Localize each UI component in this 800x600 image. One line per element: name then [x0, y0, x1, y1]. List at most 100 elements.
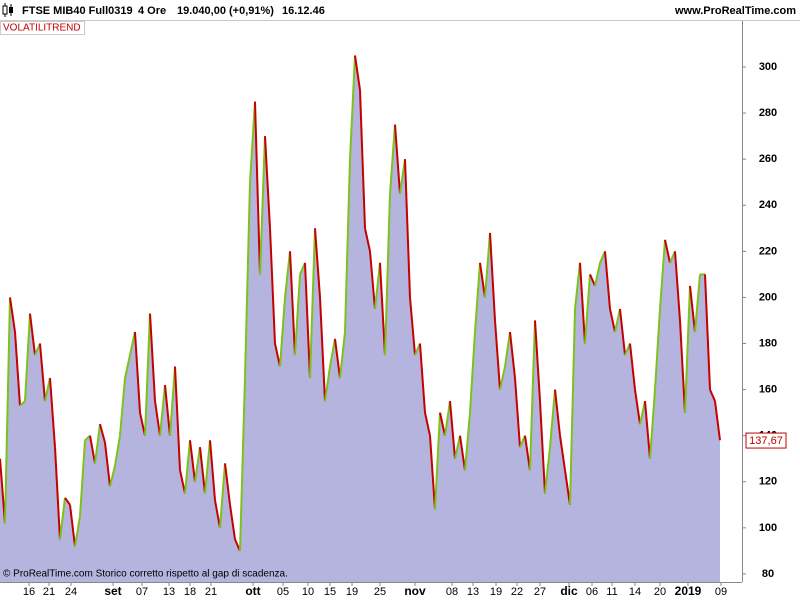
line-segment [189, 440, 196, 482]
line-segment [199, 447, 206, 494]
line-segment [649, 389, 656, 459]
line-segment [79, 440, 86, 517]
line-segment [514, 378, 521, 448]
x-tick-label: 2019 [675, 584, 702, 598]
footer: © ProRealTime.com Storico corretto rispe… [3, 569, 288, 580]
y-tick-label: 120 [759, 476, 777, 488]
line-segment [469, 331, 476, 413]
line-segment [29, 313, 36, 356]
line-segment [399, 159, 406, 194]
line-segment [204, 440, 211, 494]
line-segment [479, 262, 486, 298]
line-segment [264, 136, 271, 229]
line-segment [174, 366, 181, 471]
line-segment [364, 228, 371, 252]
line-segment [544, 447, 551, 494]
line-segment [494, 320, 501, 390]
line-segment [579, 262, 586, 344]
line-segment [354, 55, 361, 91]
line-segment [334, 338, 341, 379]
line-segment [374, 262, 381, 310]
line-segment [644, 401, 651, 459]
line-segment [384, 193, 391, 356]
line-segment [289, 251, 296, 356]
line-segment [624, 343, 631, 356]
line-segment [679, 320, 686, 413]
x-tick-label: 22 [511, 586, 523, 598]
line-segment [404, 159, 411, 298]
candle-icon [2, 3, 13, 17]
line-segment [184, 440, 191, 494]
line-segment [279, 297, 286, 367]
line-segment [519, 435, 526, 448]
x-tick-label: 25 [374, 586, 386, 598]
line-segment [114, 435, 121, 466]
line-segment [534, 320, 541, 402]
line-segment [44, 377, 51, 402]
plot [0, 55, 721, 582]
line-segment [49, 378, 56, 448]
indicator-box [0, 21, 85, 35]
line-segment [134, 331, 141, 413]
line-segment [619, 308, 626, 356]
line-segment [594, 262, 601, 287]
line-segment [194, 447, 201, 482]
line-segment [629, 343, 636, 390]
x-tick-label: 21 [205, 586, 217, 598]
line-segment [369, 251, 376, 310]
last-value-box [745, 432, 787, 449]
x-tick-label: 27 [534, 586, 546, 598]
x-tick-label: 19 [490, 586, 502, 598]
y-tick-label: 100 [759, 522, 777, 534]
time: 16.12.46 [282, 5, 325, 17]
line-segment [274, 343, 281, 367]
line-segment [324, 366, 331, 402]
line-segment [389, 124, 396, 194]
indicator-title: VOLATILITREND [3, 23, 81, 34]
line-segment [714, 400, 721, 441]
line-segment [0, 458, 6, 524]
line-segment [149, 313, 156, 402]
line-segment [14, 331, 21, 406]
y-tick-label: 200 [759, 291, 777, 303]
line-segment [409, 297, 416, 356]
line-segment [284, 251, 291, 298]
line-segment [554, 389, 561, 436]
line-segment [489, 232, 496, 321]
x-tick-label: 09 [715, 586, 727, 598]
line-segment [659, 239, 666, 310]
line-segment [144, 313, 151, 436]
line-segment [349, 55, 356, 160]
line-segment [319, 297, 326, 402]
line-segment [244, 182, 251, 379]
line-segment [39, 343, 46, 402]
line-segment [269, 228, 276, 344]
line-segment [424, 412, 431, 436]
line-segment [359, 90, 366, 229]
line-segment [119, 377, 126, 436]
line-segment [614, 308, 621, 333]
line-segment [239, 378, 246, 551]
line-segment [504, 331, 511, 367]
x-tick-label: 14 [629, 586, 641, 598]
line-segment [709, 389, 716, 402]
line-segment [444, 400, 451, 436]
x-tick-label: 16 [23, 586, 35, 598]
x-tick-label: 13 [467, 586, 479, 598]
line-segment [214, 500, 221, 529]
line-segment [609, 308, 616, 333]
line-segment [539, 401, 546, 494]
line-segment [344, 159, 351, 333]
x-tick-label: 10 [302, 586, 314, 598]
line-segment [294, 274, 301, 356]
line-segment [559, 435, 566, 471]
timeframe: 4 Ore [138, 5, 166, 17]
line-segment [249, 101, 256, 183]
y-tick-label: 180 [759, 337, 777, 349]
line-segment [674, 251, 681, 321]
y-tick-label: 260 [759, 153, 777, 165]
line-segment [449, 401, 456, 459]
line-segment [499, 366, 506, 390]
x-tick-label: ott [245, 584, 260, 598]
